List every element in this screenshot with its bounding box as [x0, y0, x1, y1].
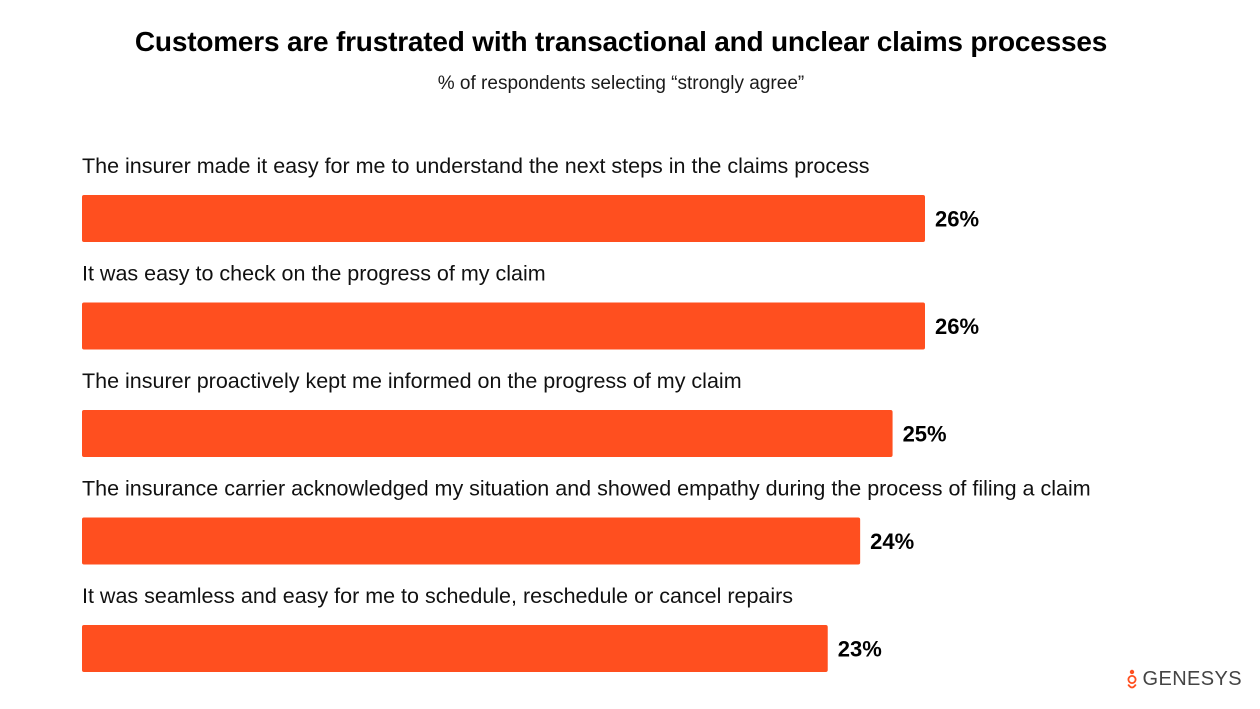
value-label: 25% [903, 422, 947, 447]
bar [82, 517, 861, 565]
bar [82, 302, 925, 350]
bar [82, 625, 828, 672]
category-label: It was seamless and easy for me to sched… [82, 584, 793, 608]
bar [82, 195, 925, 242]
genesys-logo-icon [1126, 669, 1137, 688]
genesys-logo-text: GENESYS [1142, 668, 1242, 690]
category-label: The insurance carrier acknowledged my si… [82, 477, 1091, 501]
category-label: The insurer proactively kept me informed… [82, 369, 742, 393]
value-label: 26% [935, 314, 979, 339]
chart-subtitle: % of respondents selecting “strongly agr… [437, 73, 805, 94]
chart-title: Customers are frustrated with transactio… [134, 26, 1108, 57]
value-label: 23% [838, 637, 882, 662]
value-label: 24% [870, 529, 914, 554]
category-label: The insurer made it easy for me to under… [82, 154, 870, 178]
genesys-logo: GENESYS [1126, 668, 1243, 691]
category-label: It was easy to check on the progress of … [82, 262, 546, 286]
value-label: 26% [935, 207, 979, 232]
bar [82, 410, 893, 457]
